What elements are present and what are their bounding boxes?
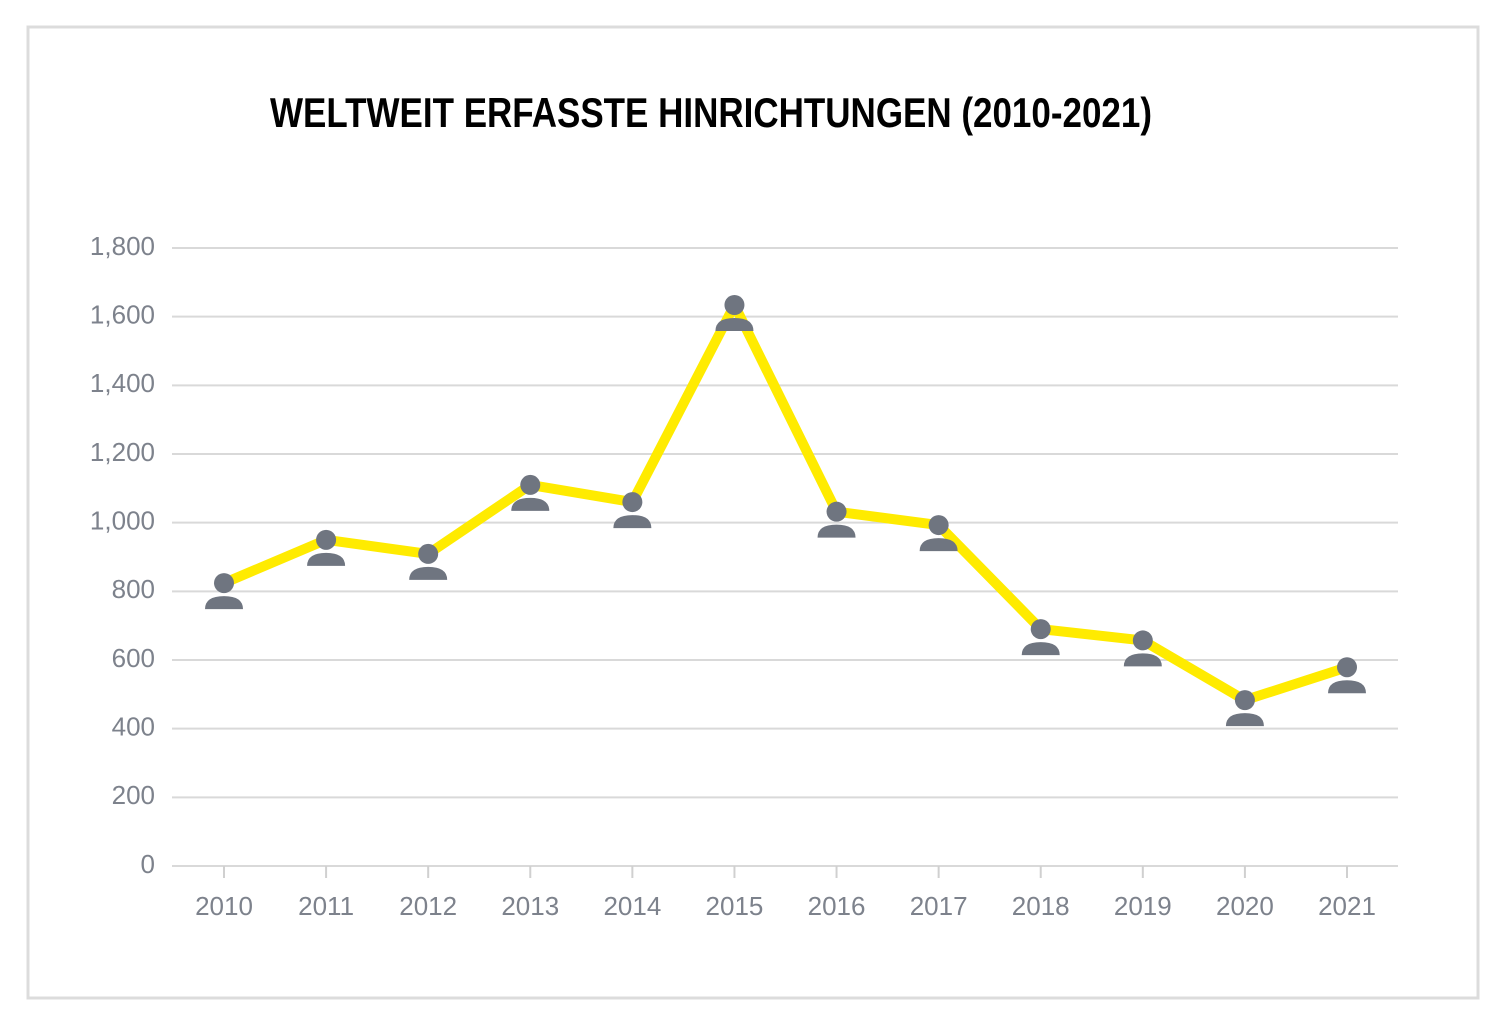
marker-head: [1132, 630, 1153, 651]
y-tick-label: 1,800: [90, 231, 155, 261]
x-tick-label: 2020: [1216, 891, 1274, 921]
marker: [817, 501, 856, 538]
marker-head: [418, 543, 439, 564]
x-tick-label: 2015: [706, 891, 764, 921]
marker: [715, 294, 754, 331]
y-tick-label: 400: [112, 712, 155, 742]
marker-body: [1021, 642, 1060, 656]
marker-body: [817, 524, 856, 538]
marker-body: [715, 317, 754, 331]
y-tick-label: 800: [112, 574, 155, 604]
x-tick-label: 2011: [298, 891, 354, 921]
marker: [613, 492, 652, 529]
x-tick-label: 2019: [1114, 891, 1172, 921]
marker-head: [1234, 690, 1255, 711]
marker: [1021, 619, 1060, 656]
marker-body: [919, 538, 958, 552]
y-tick-label: 0: [141, 849, 155, 879]
x-tick-label: 2018: [1012, 891, 1070, 921]
marker-body: [613, 515, 652, 529]
y-tick-label: 1,200: [90, 437, 155, 467]
marker-head: [214, 573, 234, 594]
marker: [919, 515, 958, 552]
marker-body: [1123, 653, 1162, 667]
marker-head: [622, 492, 643, 513]
line: [222, 299, 1349, 706]
marker-head: [316, 529, 337, 550]
marker-head: [520, 474, 541, 495]
frame: [26, 25, 1480, 1000]
marker-body: [307, 552, 346, 566]
marker-head: [1337, 657, 1357, 678]
marker: [1328, 657, 1366, 694]
marker-head: [1030, 619, 1051, 640]
marker: [511, 474, 550, 511]
marker: [307, 529, 346, 566]
chart-title: WELTWEIT ERFASSTE HINRICHTUNGEN (2010-20…: [270, 89, 1152, 136]
marker-head: [724, 294, 745, 315]
marker-body: [1328, 680, 1366, 694]
marker-body: [1225, 713, 1264, 727]
marker-body: [205, 596, 243, 610]
y-tick-label: 1,600: [90, 300, 155, 330]
marker-head: [928, 515, 949, 536]
x-tick-label: 2016: [808, 891, 866, 921]
x-tick-label: 2012: [399, 891, 457, 921]
marker: [409, 543, 448, 580]
y-tick-label: 600: [112, 643, 155, 673]
marker: [205, 573, 243, 610]
y-tick-label: 1,400: [90, 368, 155, 398]
x-tick-label: 2010: [195, 891, 253, 921]
x-tick-label: 2014: [603, 891, 661, 921]
marker-body: [409, 566, 448, 580]
marker-head: [826, 501, 847, 522]
x-tick-label: 2017: [910, 891, 968, 921]
x-tick-label: 2013: [501, 891, 559, 921]
marker: [1225, 690, 1264, 727]
marker-body: [511, 497, 550, 511]
marker: [1123, 630, 1162, 667]
y-tick-label: 200: [112, 780, 155, 810]
y-tick-label: 1,000: [90, 506, 155, 536]
x-tick-label: 2021: [1318, 891, 1376, 921]
